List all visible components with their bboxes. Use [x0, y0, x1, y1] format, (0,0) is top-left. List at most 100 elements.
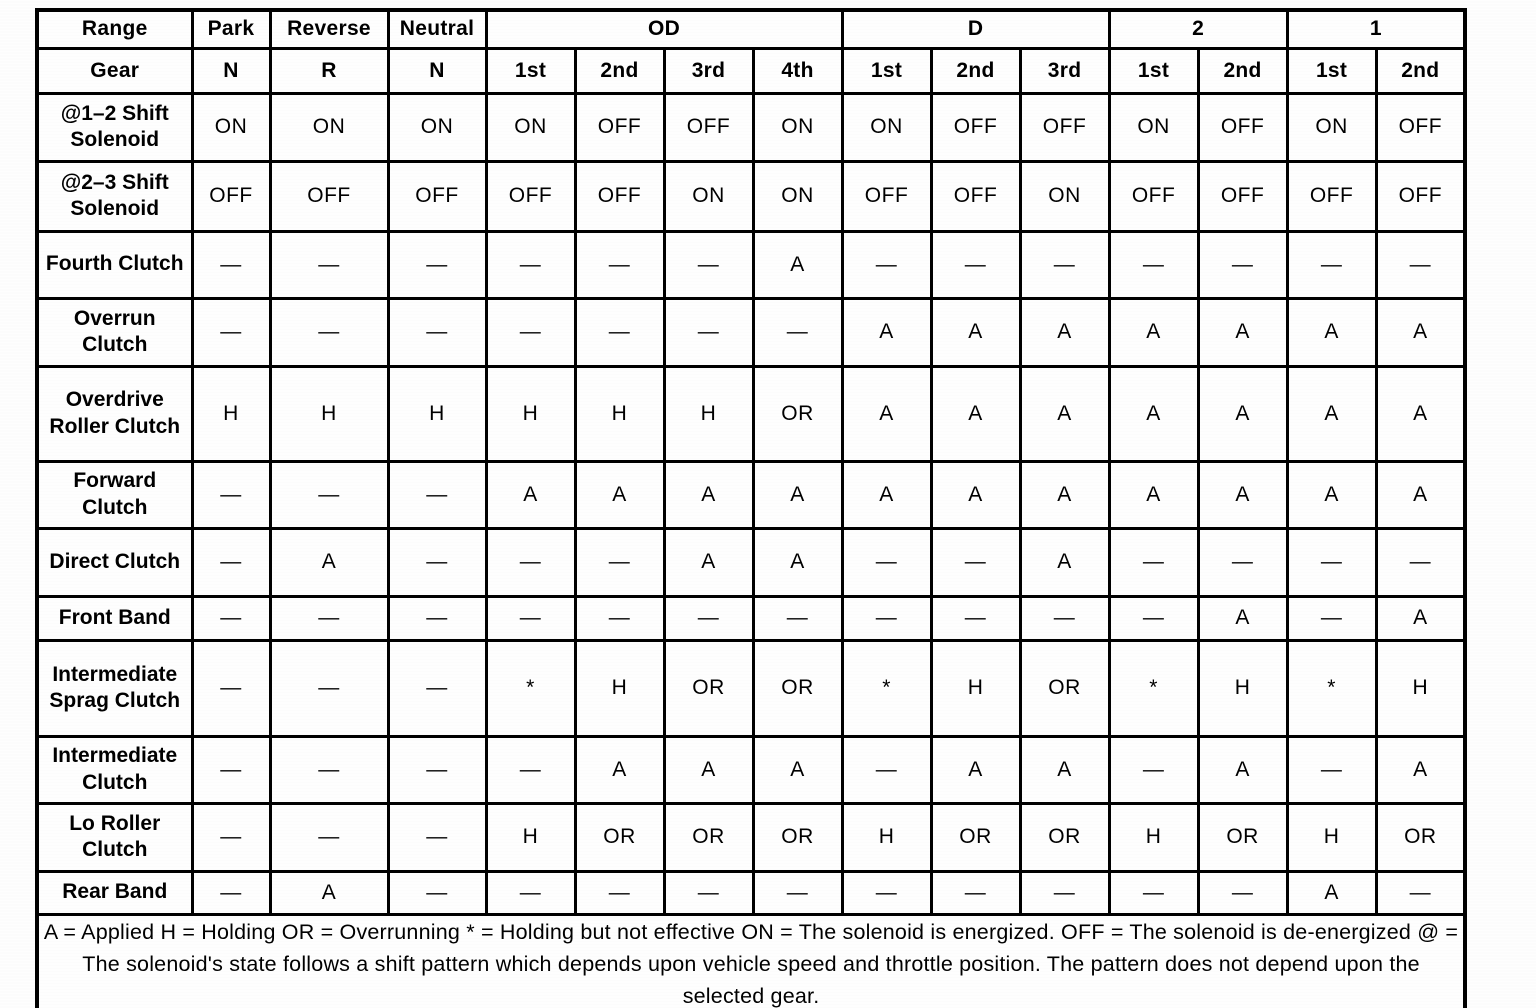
table-cell: H [840, 801, 933, 873]
table-cell: — [573, 869, 666, 916]
table-cell: ON [484, 91, 577, 163]
table-cell: — [840, 869, 933, 916]
table-cell: A [929, 296, 1022, 368]
table-cell: — [190, 869, 272, 916]
table-cell: OFF [1107, 159, 1200, 233]
table-cell: — [1107, 594, 1200, 642]
table-cell: — [662, 229, 755, 300]
table-cell: OR [929, 801, 1022, 873]
table-cell: ON [190, 91, 272, 163]
table-cell: — [1196, 229, 1289, 300]
range-group-header: Reverse [268, 8, 390, 50]
table-cell: — [386, 801, 488, 873]
table-cell: — [190, 296, 272, 368]
table-cell: OFF [573, 159, 666, 233]
table-cell: A [1018, 296, 1111, 368]
table-cell: — [1107, 526, 1200, 598]
gear-column-header: N [190, 46, 272, 95]
gear-header: Gear [35, 46, 194, 95]
table-cell: A [840, 296, 933, 368]
range-group-header: OD [484, 8, 844, 50]
table-cell: ON [386, 91, 488, 163]
row-label: Front Band [35, 594, 194, 642]
table-cell: — [1018, 229, 1111, 300]
table-cell: ON [1107, 91, 1200, 163]
gear-column-header: 1st [840, 46, 933, 95]
table-cell: A [1374, 734, 1467, 805]
table-cell: A [929, 459, 1022, 530]
table-cell: — [1374, 869, 1467, 916]
table-cell: ON [840, 91, 933, 163]
gear-column-header: 2nd [1196, 46, 1289, 95]
range-group-header: Park [190, 8, 272, 50]
table-cell: — [1374, 526, 1467, 598]
table-row: @1–2 Shift Solenoid ON ON ON ON OFF OFF ON ON OFF… [35, 91, 1467, 163]
gear-column-header: 1st [1285, 46, 1378, 95]
table-cell: OFF [268, 159, 390, 233]
table-cell: OFF [1374, 159, 1467, 233]
row-label: Direct Clutch [35, 526, 194, 598]
table-cell: OR [1018, 801, 1111, 873]
gear-column-header: 4th [751, 46, 844, 95]
table-cell: A [1196, 734, 1289, 805]
table-cell: OFF [662, 91, 755, 163]
gear-column-header: R [268, 46, 390, 95]
table-cell: A [929, 364, 1022, 463]
table-cell: — [1018, 869, 1111, 916]
table-cell: H [573, 364, 666, 463]
table-cell: A [840, 459, 933, 530]
table-cell: — [840, 229, 933, 300]
table-cell: OR [662, 801, 755, 873]
table-cell: A [1374, 459, 1467, 530]
table-cell: ON [268, 91, 390, 163]
table-cell: A [1374, 364, 1467, 463]
table-cell: ON [1018, 159, 1111, 233]
table-cell: A [1374, 296, 1467, 368]
table-row: Overrun Clutch — — — — — — — A A A A A A A [35, 296, 1467, 368]
table-cell: OFF [929, 91, 1022, 163]
table-cell: — [1196, 526, 1289, 598]
table-cell: — [1374, 229, 1467, 300]
table-cell: A [751, 229, 844, 300]
table-cell: A [1018, 734, 1111, 805]
table-cell: OFF [190, 159, 272, 233]
table-cell: — [840, 526, 933, 598]
table-cell: — [386, 229, 488, 300]
table-cell: — [268, 594, 390, 642]
table-cell: — [751, 869, 844, 916]
gear-column-header: 2nd [929, 46, 1022, 95]
table-cell: — [268, 296, 390, 368]
table-cell: — [1285, 594, 1378, 642]
table-cell: A [1196, 594, 1289, 642]
table-cell: A [929, 734, 1022, 805]
table-cell: — [190, 638, 272, 738]
table-cell: ON [751, 159, 844, 233]
table-cell: — [268, 801, 390, 873]
row-label: Fourth Clutch [35, 229, 194, 300]
table-cell: — [484, 296, 577, 368]
table-cell: H [484, 801, 577, 873]
table-cell: — [1285, 526, 1378, 598]
table-cell: H [929, 638, 1022, 738]
table-cell: — [573, 594, 666, 642]
range-group-header: 1 [1285, 8, 1467, 50]
table-cell: — [840, 594, 933, 642]
table-cell: * [840, 638, 933, 738]
table-cell: OR [751, 801, 844, 873]
table-cell: A [1374, 594, 1467, 642]
row-label: Intermediate Sprag Clutch [35, 638, 194, 738]
table-cell: A [268, 869, 390, 916]
table-cell: A [1285, 296, 1378, 368]
table-cell: OR [573, 801, 666, 873]
table-cell: — [484, 734, 577, 805]
table-cell: — [751, 594, 844, 642]
table-cell: A [268, 526, 390, 598]
table-cell: H [484, 364, 577, 463]
table-row: Intermediate Sprag Clutch — — — * H OR OR * H OR * H… [35, 638, 1467, 738]
table-cell: A [1285, 869, 1378, 916]
range-group-header: Neutral [386, 8, 488, 50]
table-cell: — [662, 869, 755, 916]
table-row: Forward Clutch — — — A A A A A A A A A A A [35, 459, 1467, 530]
table-cell: — [386, 526, 488, 598]
